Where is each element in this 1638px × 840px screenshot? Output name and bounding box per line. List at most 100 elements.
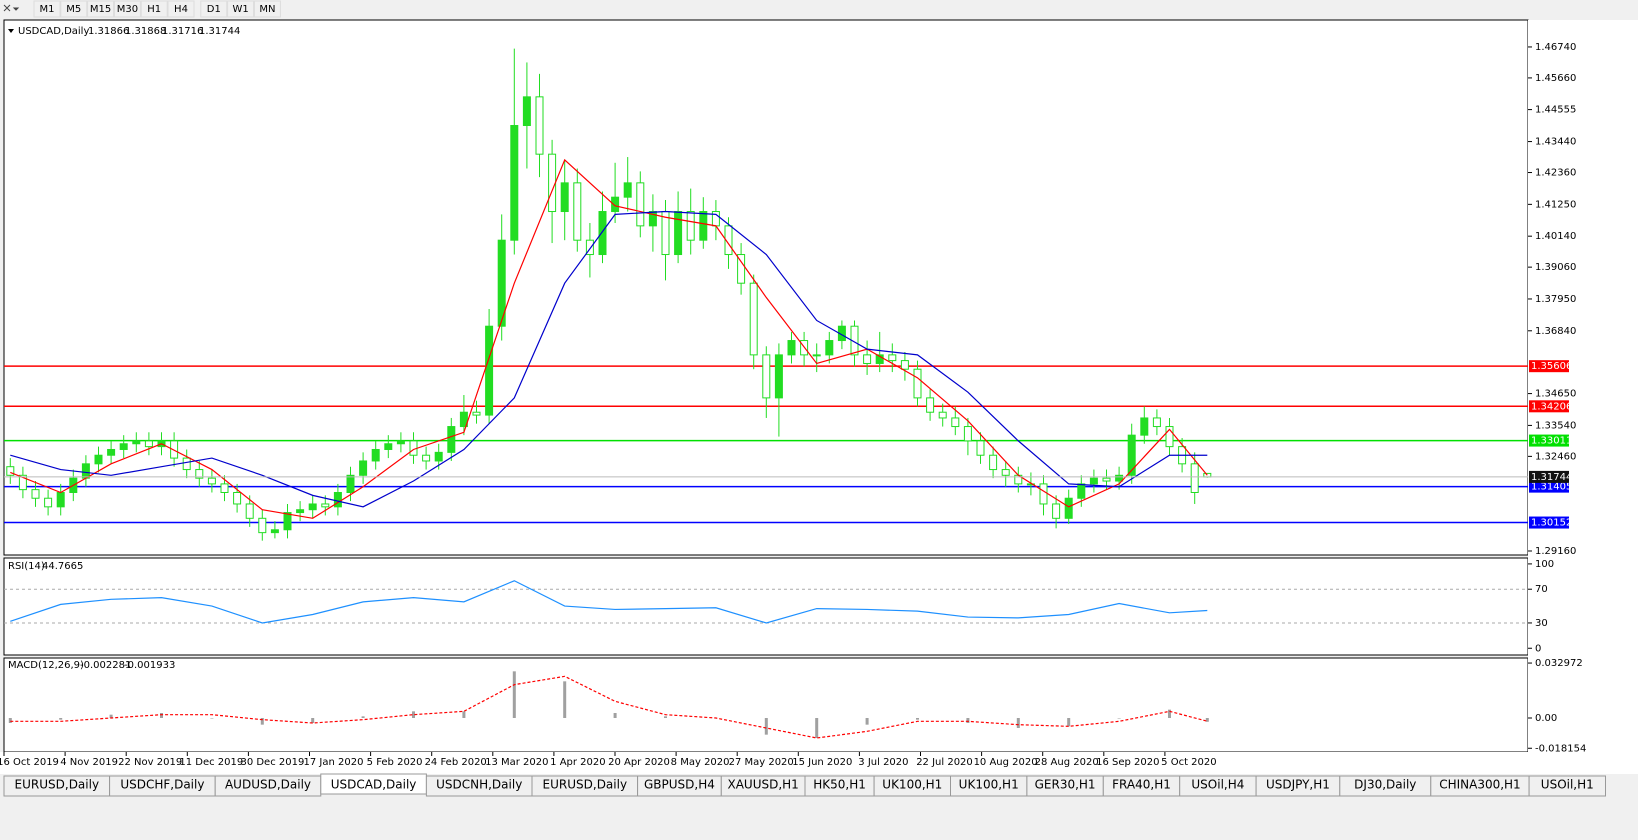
tab-label[interactable]: AUDUSD,Daily [225,778,311,792]
time-axis [0,752,1638,774]
tab[interactable]: EURUSD,Daily [531,775,639,797]
timeframe-label[interactable]: M15 [90,4,111,15]
tab[interactable]: XAUUSD,H1 [720,775,806,797]
tab-label[interactable]: HK50,H1 [813,778,866,792]
level-label-box [1529,480,1569,493]
tab[interactable]: USDCNH,Daily [425,775,533,797]
candle-body [1190,463,1199,493]
timeframe-button[interactable] [253,0,281,18]
menu-icon [3,4,20,12]
candle-body [573,182,582,241]
tab-background[interactable] [1528,775,1606,797]
timeframe-label[interactable]: MN [259,4,275,15]
x-tick-label: 28 Aug 2020 [1035,757,1099,768]
macd-bar [59,718,63,720]
tab-label[interactable]: GBPUSD,H4 [644,778,715,792]
x-tick-label: 8 May 2020 [671,757,730,768]
tab[interactable]: USOil,H1 [1528,775,1606,797]
tab[interactable]: GER30,H1 [1026,775,1104,797]
tab[interactable]: UK100,H1 [950,775,1028,797]
tab[interactable]: FRA40,H1 [1102,775,1181,797]
tab-label[interactable]: XAUUSD,H1 [727,778,798,792]
tab[interactable]: CHINA300,H1 [1430,775,1530,797]
candle-body [346,474,355,493]
tab-label[interactable]: USDCAD,Daily [331,778,417,792]
tab[interactable]: USDCHF,Daily [109,775,216,797]
axis-area [1528,20,1638,774]
tab[interactable]: USDCAD,Daily [320,773,427,795]
candle-body [283,512,292,531]
timeframe-label[interactable]: M30 [117,4,138,15]
tab[interactable]: HK50,H1 [804,775,875,797]
candle-body [31,489,40,499]
y-tick-label: 1.46740 [1535,42,1576,53]
tab-label[interactable]: USDCHF,Daily [120,778,204,792]
candle-body [1165,426,1174,448]
candle-body [510,125,519,241]
timeframe-label[interactable]: M1 [40,4,55,15]
macd-bar [865,718,869,725]
candle-body [1064,497,1073,519]
moving-average [10,158,1208,519]
timeframe-button[interactable] [200,0,228,18]
candle-body [737,254,746,284]
timeframe-button[interactable] [87,0,115,18]
x-tick-label: 16 Sep 2020 [1096,757,1159,768]
candle-body [674,211,683,256]
candle-body [1115,474,1124,482]
timeframe-label[interactable]: W1 [232,4,248,15]
tab[interactable]: UK100,H1 [873,775,951,797]
timeframe-button[interactable] [167,0,195,18]
timeframe-label[interactable]: D1 [207,4,221,15]
tab-label[interactable]: EURUSD,Daily [543,778,628,792]
tab-label[interactable]: CHINA300,H1 [1439,778,1521,792]
tab-label[interactable]: USOil,H4 [1191,778,1244,792]
tab[interactable]: EURUSD,Daily [3,775,111,797]
candle-body [258,517,267,534]
x-tick-label: 5 Feb 2020 [367,757,423,768]
tab-label[interactable]: USDJPY,H1 [1266,778,1330,792]
timeframe-button[interactable] [227,0,255,18]
timeframe-button[interactable] [60,0,88,18]
timeframe-label[interactable]: H4 [174,4,188,15]
macd-bar [512,671,516,718]
x-tick-label: 15 Jun 2020 [792,757,852,768]
tab-label[interactable]: DJ30,Daily [1354,778,1416,792]
tab-label[interactable]: USOil,H1 [1541,778,1594,792]
y-tick-label: 1.37950 [1535,294,1576,305]
collapse-icon [8,29,14,33]
tab-label[interactable]: UK100,H1 [959,778,1019,792]
candle-body [888,354,897,362]
candle-body [585,239,594,256]
candle-body [195,469,204,479]
level-label: 1.35606 [1531,361,1572,372]
tab[interactable]: AUDUSD,Daily [214,775,322,797]
timeframe-button[interactable] [33,0,61,18]
tab[interactable]: USOil,H4 [1179,775,1257,797]
tab-label[interactable]: USDCNH,Daily [436,778,522,792]
macd-tick-label: 0.032972 [1535,658,1583,669]
timeframe-label[interactable]: H1 [147,4,161,15]
macd-bar [815,718,819,738]
candle-body [233,491,242,505]
timeframe-label[interactable]: M5 [66,4,81,15]
macd-label: MACD(12,26,9) [8,660,84,671]
level-label: 1.34206 [1531,401,1572,412]
tab-label[interactable]: EURUSD,Daily [15,778,100,792]
candle-body [938,411,947,419]
timeframe-button[interactable] [113,0,141,18]
tab[interactable]: DJ30,Daily [1339,775,1432,797]
timeframe-button[interactable] [140,0,168,18]
candle-body [472,411,481,416]
candle-body [56,491,65,508]
candle-body [6,466,15,476]
tab[interactable]: GBPUSD,H4 [637,775,722,797]
tab-label[interactable]: FRA40,H1 [1112,778,1171,792]
tab[interactable]: USDJPY,H1 [1255,775,1341,797]
close: 1.31744 [199,26,240,37]
macd-bar [664,716,667,718]
candle-body [1077,483,1086,499]
tab-label[interactable]: UK100,H1 [882,778,942,792]
tab-label[interactable]: GER30,H1 [1035,778,1096,792]
